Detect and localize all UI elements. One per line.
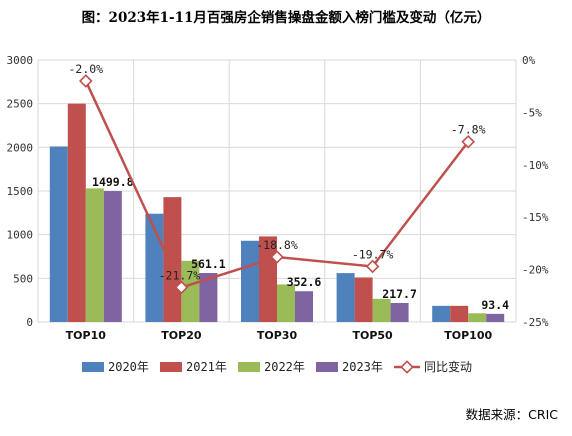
line-marker (461, 134, 475, 149)
bar-2023年-TOP30 (295, 291, 313, 322)
line-data-label: -7.8% (451, 123, 486, 137)
y-left-tick-label: 2000 (7, 141, 34, 154)
y-left-tick-label: 1500 (7, 185, 34, 198)
x-tick-label: TOP30 (257, 329, 298, 342)
legend-label: 2020年 (108, 360, 149, 374)
bar-2020年-TOP100 (432, 305, 451, 322)
legend-label: 同比变动 (424, 359, 472, 374)
legend-swatch (316, 362, 338, 372)
bar-2020年-TOP10 (49, 146, 68, 322)
line-marker (79, 74, 93, 88)
y-right-tick-label: -25% (522, 316, 549, 329)
chart-source: 数据来源：CRIC (465, 407, 558, 422)
bar-2023年-TOP100 (486, 313, 505, 322)
line-data-label: -2.0% (68, 62, 103, 76)
legend-swatch (238, 362, 260, 372)
legend-line-marker (400, 360, 414, 374)
bar-2020年-TOP50 (336, 273, 355, 322)
line-marker (270, 250, 284, 264)
line-data-label: -18.8% (256, 238, 298, 252)
data-label-2023: 93.4 (481, 298, 509, 312)
bar-2021年-TOP10 (67, 103, 86, 323)
line-marker (174, 280, 189, 295)
x-tick-label: TOP50 (352, 329, 393, 342)
y-right-tick-label: -20% (522, 264, 549, 277)
data-label-2023: 561.1 (191, 257, 226, 271)
bar-2020年-TOP30 (241, 240, 259, 322)
y-right-tick-label: -15% (522, 211, 549, 224)
bar-2022年-TOP10 (85, 188, 104, 322)
bar-2023年-TOP50 (390, 302, 409, 322)
y-left-tick-label: 0 (26, 316, 33, 329)
legend-label: 2022年 (264, 360, 305, 374)
bar-2022年-TOP100 (468, 313, 487, 322)
x-tick-label: TOP100 (444, 329, 492, 342)
legend-swatch (160, 362, 182, 372)
y-left-tick-label: 500 (13, 272, 33, 285)
x-tick-label: TOP10 (66, 329, 107, 342)
line-marker (365, 259, 380, 274)
line-data-label: -21.7% (159, 268, 201, 282)
bar-2023年-TOP20 (199, 272, 218, 322)
data-label-2023: 352.6 (287, 275, 322, 289)
line-data-label: -19.7% (352, 247, 394, 261)
legend-label: 2021年 (186, 360, 227, 374)
y-right-tick-label: 0% (522, 54, 536, 67)
y-right-tick-label: -5% (522, 106, 542, 119)
bar-2022年-TOP50 (372, 298, 391, 322)
bar-2023年-TOP10 (103, 191, 122, 322)
bar-2022年-TOP20 (181, 260, 200, 322)
data-label-2023: 217.7 (382, 287, 417, 301)
legend-swatch (82, 362, 104, 372)
bar-2021年-TOP50 (354, 277, 373, 322)
legend-label: 2023年 (342, 360, 383, 374)
x-tick-label: TOP20 (161, 329, 202, 342)
y-left-tick-label: 1000 (7, 229, 34, 242)
chart-title: 图：2023年1-11月百强房企销售操盘金额入榜门槛及变动（亿元） (81, 10, 491, 26)
bar-2021年-TOP100 (450, 305, 469, 322)
data-label-2023: 1499.8 (92, 175, 134, 189)
y-left-tick-label: 2500 (7, 98, 34, 111)
y-left-tick-label: 3000 (7, 54, 34, 67)
y-right-tick-label: -10% (522, 159, 549, 172)
bar-2022年-TOP30 (277, 284, 295, 322)
bar-2021年-TOP20 (163, 197, 182, 322)
